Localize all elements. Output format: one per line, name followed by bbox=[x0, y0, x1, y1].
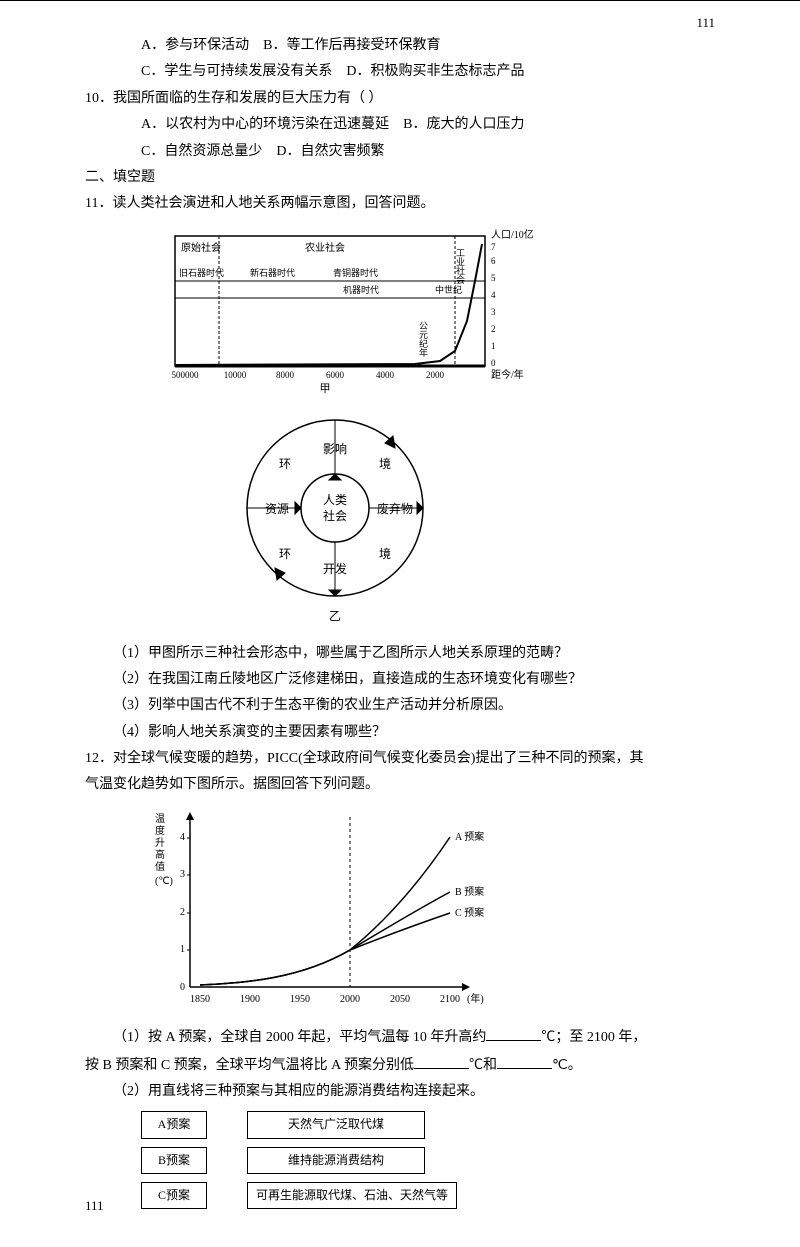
q12-sub2: （2）用直线将三种预案与其相应的能源消费结构连接起来。 bbox=[85, 1081, 715, 1103]
chart1-indus: 工业社会 bbox=[455, 248, 465, 285]
q11-diagram-yi: 人类 社会 影响 开发 资源 废弃物 环 境 环 境 乙 bbox=[225, 408, 445, 628]
svg-text:4: 4 bbox=[491, 290, 496, 300]
svg-text:6000: 6000 bbox=[326, 370, 345, 380]
chart3-series-C: C 预案 bbox=[455, 906, 484, 919]
blank-2[interactable] bbox=[414, 1054, 469, 1069]
svg-text:公元纪年: 公元纪年 bbox=[418, 321, 428, 358]
q11-sub4: （4）影响人地关系演变的主要因素有哪些？ bbox=[85, 722, 715, 744]
chart3-series-A: A 预案 bbox=[455, 830, 484, 843]
svg-text:10000: 10000 bbox=[224, 370, 247, 380]
svg-text:2: 2 bbox=[180, 907, 185, 918]
q10-optD: D．自然灾害频繁 bbox=[276, 144, 384, 159]
q9-optA: A．参与环保活动 bbox=[141, 38, 249, 53]
svg-text:8000: 8000 bbox=[276, 370, 295, 380]
svg-text:青铜器时代: 青铜器时代 bbox=[333, 267, 378, 278]
svg-text:3: 3 bbox=[180, 869, 185, 880]
q10-optB: B．庞大的人口压力 bbox=[403, 117, 524, 132]
chart3-series-B: B 预案 bbox=[455, 885, 484, 898]
svg-text:机器时代: 机器时代 bbox=[343, 284, 379, 295]
match-right-B: 维持能源消费结构 bbox=[247, 1147, 425, 1174]
diagram2-ring-bl: 环 bbox=[279, 547, 291, 561]
svg-text:2: 2 bbox=[491, 324, 496, 334]
svg-text:7: 7 bbox=[491, 242, 496, 252]
q9-optD: D．积极购买非生态标志产品 bbox=[346, 64, 524, 79]
chart1-xlabel: 距今/年 bbox=[491, 368, 524, 381]
diagram2-right: 废弃物 bbox=[377, 501, 413, 516]
q11-stem: 11．读人类社会演进和人地关系两幅示意图，回答问题。 bbox=[85, 193, 715, 215]
q12-sub1-line1: （1）按 A 预案，全球自 2000 年起，平均气温每 10 年升高约℃；至 2… bbox=[85, 1026, 715, 1049]
q11-sub3: （3）列举中国古代不利于生态平衡的农业生产活动并分析原因。 bbox=[85, 695, 715, 717]
diagram2-bottom: 开发 bbox=[323, 561, 347, 576]
svg-text:(℃): (℃) bbox=[155, 876, 173, 887]
diagram2-top: 影响 bbox=[323, 441, 347, 456]
svg-text:2000: 2000 bbox=[426, 370, 445, 380]
svg-text:高: 高 bbox=[155, 848, 165, 861]
blank-3[interactable] bbox=[497, 1054, 552, 1069]
svg-text:3: 3 bbox=[491, 307, 496, 317]
page-number-bottom: 111 bbox=[85, 1196, 104, 1217]
q10-option-row2: C．自然资源总量少 D．自然灾害频繁 bbox=[85, 141, 715, 163]
match-row-A: A预案 天然气广泛取代煤 bbox=[141, 1111, 715, 1138]
diagram2-ring-tr: 境 bbox=[379, 456, 391, 471]
page-number-top: 111 bbox=[696, 13, 715, 34]
svg-text:2000: 2000 bbox=[340, 994, 360, 1005]
match-left-B: B预案 bbox=[141, 1147, 207, 1174]
chart1-primitive: 原始社会 bbox=[181, 241, 221, 254]
svg-text:度: 度 bbox=[155, 824, 165, 837]
q11-chart-jia: 人口/10亿 0 1 2 3 4 5 6 7 原始社会 农业社会 工业社会 旧石… bbox=[155, 226, 535, 396]
svg-text:1: 1 bbox=[180, 944, 185, 955]
q11-sub2: （2）在我国江南丘陵地区广泛修建梯田，直接造成的生态环境变化有哪些？ bbox=[85, 669, 715, 691]
diagram2-left: 资源 bbox=[265, 502, 289, 516]
section-2-label: 二、填空题 bbox=[85, 167, 715, 189]
svg-text:2050: 2050 bbox=[390, 994, 410, 1005]
svg-text:5: 5 bbox=[491, 273, 496, 283]
chart1-caption: 甲 bbox=[320, 383, 331, 395]
svg-text:6: 6 bbox=[491, 256, 496, 266]
q10-option-row1: A．以农村为中心的环境污染在迅速蔓延 B．庞大的人口压力 bbox=[85, 114, 715, 136]
q9-option-row1: A．参与环保活动 B．等工作后再接受环保教育 bbox=[85, 35, 715, 57]
svg-text:500000: 500000 bbox=[172, 370, 200, 380]
svg-text:1850: 1850 bbox=[190, 994, 210, 1005]
diagram2-ring-br: 境 bbox=[379, 546, 391, 561]
chart3-xunit: (年) bbox=[467, 992, 484, 1005]
match-right-A: 天然气广泛取代煤 bbox=[247, 1111, 425, 1138]
q12-chart: 温 度 升 高 值 (℃) 0 1 2 3 4 1850 1900 1950 bbox=[155, 807, 495, 1012]
svg-text:中世纪: 中世纪 bbox=[435, 284, 462, 295]
svg-text:温: 温 bbox=[155, 813, 165, 825]
svg-text:1950: 1950 bbox=[290, 994, 310, 1005]
q10-optC: C．自然资源总量少 bbox=[141, 144, 262, 159]
match-left-A: A预案 bbox=[141, 1111, 207, 1138]
diagram2-center1: 人类 bbox=[323, 493, 347, 507]
svg-text:2100: 2100 bbox=[440, 994, 460, 1005]
svg-text:0: 0 bbox=[491, 358, 496, 368]
svg-text:新石器时代: 新石器时代 bbox=[250, 267, 295, 278]
diagram2-caption: 乙 bbox=[329, 609, 341, 623]
match-right-C: 可再生能源取代煤、石油、天然气等 bbox=[247, 1182, 457, 1209]
q9-option-row2: C．学生与可持续发展没有关系 D．积极购买非生态标志产品 bbox=[85, 61, 715, 83]
svg-text:旧石器时代: 旧石器时代 bbox=[179, 267, 224, 278]
svg-text:升: 升 bbox=[155, 837, 165, 849]
match-row-C: C预案 可再生能源取代煤、石油、天然气等 bbox=[141, 1182, 715, 1209]
svg-text:1: 1 bbox=[491, 341, 496, 351]
svg-text:4000: 4000 bbox=[376, 370, 395, 380]
q9-optC: C．学生与可持续发展没有关系 bbox=[141, 64, 332, 79]
q9-optB: B．等工作后再接受环保教育 bbox=[263, 38, 440, 53]
q12-stem-line2: 气温变化趋势如下图所示。据图回答下列问题。 bbox=[85, 774, 715, 796]
q10-stem: 10．我国所面临的生存和发展的巨大压力有（ ） bbox=[85, 88, 715, 110]
q10-optA: A．以农村为中心的环境污染在迅速蔓延 bbox=[141, 117, 389, 132]
q12-sub1-line2: 按 B 预案和 C 预案，全球平均气温将比 A 预案分别低℃和℃。 bbox=[85, 1054, 715, 1077]
chart1-yaxis-label: 人口/10亿 bbox=[491, 228, 534, 241]
svg-text:0: 0 bbox=[180, 982, 185, 993]
chart1-agri: 农业社会 bbox=[305, 241, 345, 254]
diagram2-center2: 社会 bbox=[323, 508, 347, 523]
diagram2-ring-tl: 环 bbox=[279, 457, 291, 471]
match-left-C: C预案 bbox=[141, 1182, 207, 1209]
svg-text:1900: 1900 bbox=[240, 994, 260, 1005]
svg-text:4: 4 bbox=[180, 832, 185, 843]
q12-stem-line1: 12．对全球气候变暖的趋势，PICC(全球政府间气候变化委员会)提出了三种不同的… bbox=[85, 748, 715, 770]
match-row-B: B预案 维持能源消费结构 bbox=[141, 1147, 715, 1174]
svg-text:值: 值 bbox=[155, 860, 165, 873]
q11-sub1: （1）甲图所示三种社会形态中，哪些属于乙图所示人地关系原理的范畴？ bbox=[85, 643, 715, 665]
blank-1[interactable] bbox=[486, 1026, 541, 1041]
